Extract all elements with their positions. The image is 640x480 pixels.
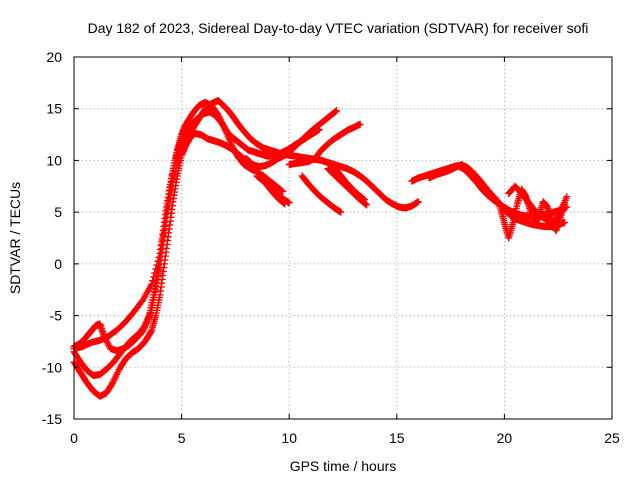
- y-tick-label: 15: [46, 101, 62, 117]
- data-point: [169, 177, 177, 185]
- data-point: [113, 370, 121, 378]
- data-point: [315, 125, 323, 133]
- data-point: [157, 245, 165, 253]
- series-track-9: [253, 172, 293, 207]
- data-point: [110, 375, 118, 383]
- x-tick-label: 0: [70, 430, 78, 446]
- data-point: [104, 340, 112, 348]
- y-tick-label: -5: [50, 308, 63, 324]
- series-track-10: [298, 172, 345, 216]
- data-point: [167, 191, 175, 199]
- data-point: [151, 269, 159, 277]
- data-point: [285, 199, 293, 207]
- data-point: [110, 377, 118, 385]
- data-point: [163, 209, 171, 217]
- y-tick-label: -15: [42, 411, 62, 427]
- data-point: [159, 236, 167, 244]
- data-point: [147, 281, 155, 289]
- data-point: [170, 174, 178, 182]
- data-point: [111, 374, 119, 382]
- data-point: [164, 204, 172, 212]
- data-point: [337, 208, 345, 216]
- plot-frame: [73, 56, 613, 420]
- x-tick-label: 15: [389, 430, 405, 446]
- data-point: [561, 218, 569, 226]
- data-point: [154, 257, 162, 265]
- y-tick-label: 20: [46, 49, 62, 65]
- grid-lines: [74, 57, 612, 419]
- data-point: [171, 167, 179, 175]
- data-point: [114, 369, 122, 377]
- data-point: [333, 107, 341, 115]
- data-point: [160, 227, 168, 235]
- data-point: [168, 182, 176, 190]
- data-point: [175, 154, 183, 162]
- series-track-2: [70, 108, 310, 355]
- data-point: [158, 240, 166, 248]
- data-point: [173, 161, 181, 169]
- x-tick-label: 10: [281, 430, 297, 446]
- series-track-16: [505, 182, 571, 226]
- data-point: [147, 328, 155, 336]
- data-points: [70, 96, 571, 400]
- data-point: [152, 265, 160, 273]
- series-track-4: [70, 96, 422, 353]
- y-tick-label: -10: [42, 359, 62, 375]
- data-point: [159, 231, 167, 239]
- axis-ticks: 0 5 10 15 20 25 -15 -10 -5 0 5 10 15 20: [42, 49, 620, 446]
- data-point: [556, 209, 564, 217]
- x-tick-label: 5: [178, 430, 186, 446]
- data-point: [363, 201, 371, 209]
- series-track-12: [328, 162, 369, 204]
- data-point: [174, 158, 182, 166]
- series-track-7: [285, 120, 364, 169]
- data-point: [563, 193, 571, 201]
- x-axis-label: GPS time / hours: [290, 458, 397, 474]
- data-point: [150, 273, 158, 281]
- data-point: [165, 200, 173, 208]
- data-point: [162, 218, 170, 226]
- data-point: [361, 196, 369, 204]
- y-tick-label: 0: [54, 256, 62, 272]
- y-tick-label: 10: [46, 152, 62, 168]
- data-point: [171, 171, 179, 179]
- chart-title: Day 182 of 2023, Sidereal Day-to-day VTE…: [88, 20, 589, 36]
- data-point: [356, 120, 364, 128]
- data-point: [112, 372, 120, 380]
- x-tick-label: 20: [497, 430, 513, 446]
- data-point: [414, 198, 422, 206]
- data-point: [161, 222, 169, 230]
- series-track-8: [270, 125, 323, 162]
- data-point: [279, 187, 287, 195]
- data-point: [172, 164, 180, 172]
- data-point: [156, 250, 164, 258]
- y-axis-label: SDTVAR / TECUs: [7, 182, 23, 294]
- x-tick-label: 25: [604, 430, 620, 446]
- data-point: [167, 186, 175, 194]
- data-point: [149, 277, 157, 285]
- y-tick-label: 5: [54, 204, 62, 220]
- data-point: [109, 379, 117, 387]
- data-point: [166, 195, 174, 203]
- data-point: [153, 261, 161, 269]
- data-point: [155, 253, 163, 261]
- data-point: [163, 213, 171, 221]
